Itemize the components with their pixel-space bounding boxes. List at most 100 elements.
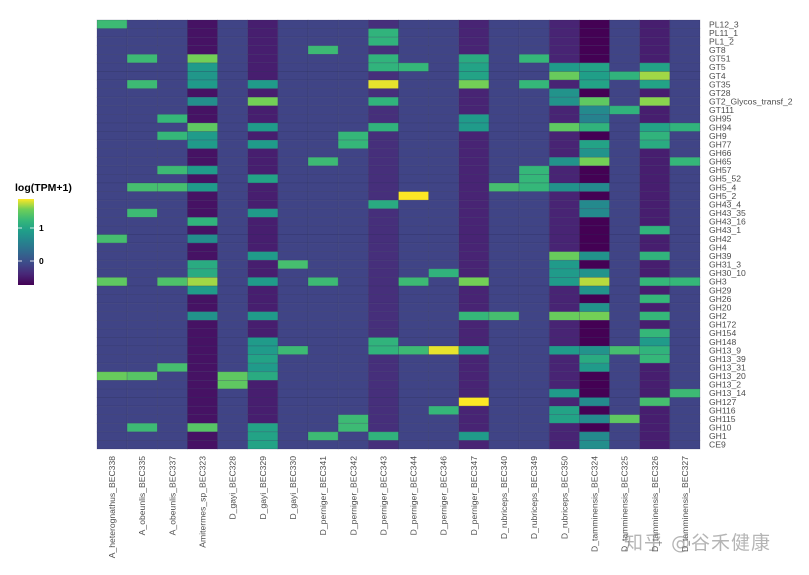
heatmap-cell — [126, 440, 158, 450]
heatmap-cell — [398, 337, 429, 347]
heatmap-cell — [368, 251, 399, 261]
heatmap-cell — [187, 114, 218, 124]
heatmap-cell — [398, 208, 429, 218]
heatmap-cell — [187, 380, 218, 390]
heatmap-cell — [428, 139, 460, 149]
row-label: GH1 — [709, 431, 727, 441]
heatmap-cell — [458, 422, 490, 433]
heatmap-cell — [548, 277, 580, 287]
row-label: GH13_31 — [709, 362, 746, 372]
heatmap-cell — [337, 71, 369, 81]
heatmap-cell — [337, 105, 369, 115]
heatmap-cell — [488, 131, 520, 141]
heatmap-cell — [337, 440, 369, 450]
heatmap-cell — [428, 354, 460, 364]
heatmap-cell — [548, 345, 580, 355]
heatmap-cell — [428, 54, 460, 64]
heatmap-cell — [609, 354, 640, 364]
heatmap-cell — [96, 234, 128, 244]
heatmap-cell — [428, 234, 460, 244]
heatmap-cell — [217, 114, 249, 124]
heatmap-cell — [187, 217, 218, 227]
heatmap-cell — [548, 79, 580, 89]
heatmap-cell — [639, 371, 671, 381]
heatmap-cell — [277, 251, 309, 261]
heatmap-cell — [579, 251, 610, 261]
heatmap-cell — [337, 259, 369, 270]
heatmap-cell — [488, 174, 520, 184]
heatmap-cell — [579, 259, 610, 270]
heatmap-cell — [488, 422, 520, 433]
heatmap-cell — [217, 414, 249, 424]
heatmap-cell — [669, 139, 701, 149]
row-label: PL1_2 — [709, 36, 734, 46]
heatmap-cell — [126, 371, 158, 381]
heatmap-cell — [337, 234, 369, 244]
heatmap-cell — [518, 319, 550, 330]
heatmap-cell — [458, 131, 490, 141]
heatmap-cell — [368, 105, 399, 115]
heatmap-cell — [609, 217, 640, 227]
heatmap-cell — [609, 208, 640, 218]
heatmap-cell — [518, 259, 550, 270]
heatmap-cell — [247, 414, 279, 424]
heatmap-cell — [518, 354, 550, 364]
heatmap-cell — [337, 148, 369, 158]
heatmap-cell — [669, 277, 701, 287]
heatmap-cell — [217, 234, 249, 244]
heatmap-cell — [96, 380, 128, 390]
heatmap-cell — [277, 36, 309, 47]
heatmap-cell — [187, 328, 218, 338]
column-label: D_perniger_BEC343 — [378, 456, 388, 536]
heatmap-cell — [458, 122, 490, 132]
row-label: GH20 — [709, 302, 732, 312]
heatmap-cell — [126, 105, 158, 115]
heatmap-cell — [488, 414, 520, 424]
heatmap-cell — [548, 388, 580, 398]
heatmap-cell — [669, 156, 701, 167]
heatmap-cell — [368, 354, 399, 364]
heatmap-cell — [277, 294, 309, 304]
heatmap-cell — [277, 422, 309, 433]
heatmap-cell — [458, 405, 490, 415]
heatmap-cell — [548, 165, 580, 175]
heatmap-cell — [669, 362, 701, 373]
heatmap-cell — [217, 259, 249, 270]
heatmap-cell — [247, 208, 279, 218]
heatmap-cell — [187, 79, 218, 89]
heatmap-cell — [217, 285, 249, 295]
heatmap-cell — [488, 19, 520, 29]
heatmap-cell — [157, 311, 188, 321]
heatmap-cell — [428, 277, 460, 287]
heatmap-cell — [669, 354, 701, 364]
heatmap-cell — [428, 217, 460, 227]
heatmap-cell — [548, 337, 580, 347]
heatmap-cell — [217, 337, 249, 347]
heatmap-cell — [217, 105, 249, 115]
column-label: A_obeunlis_BEC335 — [137, 456, 147, 536]
heatmap-cell — [157, 165, 188, 175]
heatmap-cell — [217, 440, 249, 450]
heatmap-cell — [337, 174, 369, 184]
heatmap-cell — [398, 319, 429, 330]
heatmap-cell — [307, 165, 339, 175]
heatmap-cell — [96, 174, 128, 184]
heatmap-cell — [609, 422, 640, 433]
heatmap-cell — [639, 259, 671, 270]
heatmap-cell — [187, 122, 218, 132]
heatmap-cell — [428, 337, 460, 347]
heatmap-cell — [609, 311, 640, 321]
heatmap-cell — [639, 242, 671, 252]
heatmap-cell — [247, 311, 279, 321]
heatmap-cell — [639, 19, 671, 29]
heatmap-cell — [398, 285, 429, 295]
heatmap-cell — [247, 131, 279, 141]
heatmap-cell — [398, 28, 429, 38]
heatmap-cell — [126, 71, 158, 81]
heatmap-cell — [368, 19, 399, 29]
heatmap-cell — [307, 234, 339, 244]
heatmap-cell — [579, 217, 610, 227]
heatmap-cell — [368, 277, 399, 287]
heatmap-cell — [579, 302, 610, 313]
row-label: GH43_4 — [709, 199, 741, 209]
